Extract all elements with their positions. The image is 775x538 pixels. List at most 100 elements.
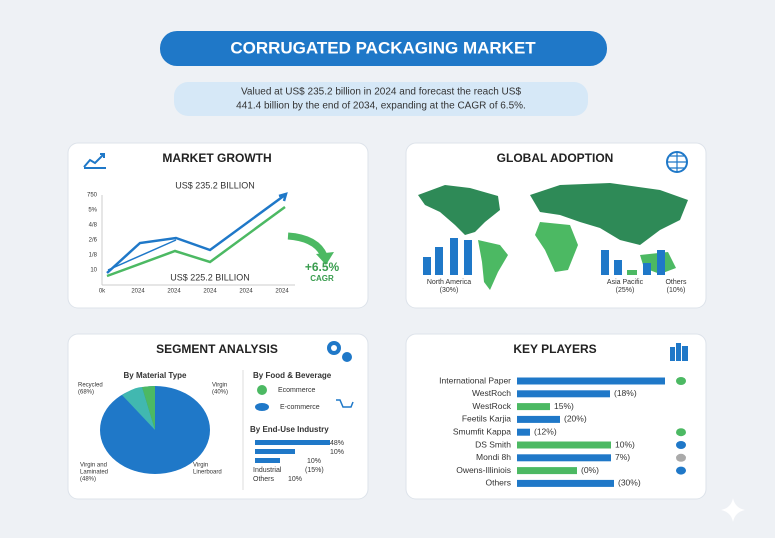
label: Linerboard: [193, 470, 222, 476]
player-label: (20%): [564, 414, 587, 424]
bar: [255, 449, 295, 454]
region-name: Others: [665, 279, 687, 286]
badge: [676, 428, 686, 437]
label: (48%): [80, 477, 96, 483]
icon: [336, 399, 354, 408]
player-label: 7%): [615, 452, 630, 462]
bar: [517, 390, 610, 398]
icon: [255, 403, 269, 411]
bar: [517, 403, 550, 411]
cagr-value: +6.5%: [305, 260, 340, 274]
x-label: 2024: [275, 289, 289, 295]
player-name: Owens-Illiniois: [456, 465, 511, 475]
label: Recycled: [78, 383, 103, 389]
player-name: WestRoch: [472, 388, 511, 398]
y-label: 10: [90, 268, 97, 274]
icon: [670, 343, 688, 361]
bar: [517, 467, 577, 475]
card-title: SEGMENT ANALYSIS: [156, 342, 278, 356]
x-label: 2024: [167, 289, 181, 295]
subtitle: By Material Type: [124, 371, 188, 380]
map: [478, 240, 508, 290]
icon: [331, 345, 337, 351]
line: [106, 205, 286, 278]
row-label: (15%): [305, 467, 324, 474]
label: US$ 235.2 BILLION: [175, 180, 255, 190]
card-title: KEY PLAYERS: [513, 342, 596, 356]
cagr-label: CAGR: [310, 274, 334, 283]
player-name: Mondi 8h: [476, 452, 511, 462]
player-label: (18%): [614, 388, 637, 398]
subtitle: By End-Use Industry: [250, 425, 329, 434]
region-share: (10%): [667, 287, 686, 294]
icon: [667, 152, 687, 172]
row-label: 10%: [288, 476, 302, 483]
map: [418, 185, 500, 235]
line: [107, 239, 177, 271]
arrow: [278, 192, 288, 202]
region-name: North America: [427, 279, 471, 286]
subtitle-box: [174, 82, 588, 116]
badge: [676, 441, 686, 449]
y-label: 5%: [88, 208, 97, 214]
label: (68%): [78, 390, 94, 396]
player-label: (0%): [581, 465, 599, 475]
bar: [517, 428, 530, 436]
bar: [517, 415, 560, 423]
region-share: (30%): [440, 287, 459, 294]
card: [67, 142, 369, 309]
row-label: 48%: [330, 440, 344, 447]
bar: [517, 479, 614, 487]
y-label: 4/8: [89, 223, 98, 229]
line: [106, 193, 286, 274]
card-title: MARKET GROWTH: [162, 151, 271, 165]
x-label: 2024: [203, 289, 217, 295]
y-label: 1/8: [89, 253, 98, 259]
card-title: GLOBAL ADOPTION: [497, 151, 614, 165]
y-label: 750: [87, 193, 98, 199]
label: Virgin and: [80, 463, 107, 469]
badge: [676, 466, 686, 475]
icon: [257, 385, 267, 395]
label: E-commerce: [280, 404, 320, 411]
bar: [627, 270, 637, 275]
y-label: 2/6: [89, 238, 98, 244]
x-label: 2024: [131, 289, 145, 295]
row-label: 10%: [330, 449, 344, 456]
player-name: Feetils Karjia: [462, 414, 511, 424]
row-name: Others: [253, 476, 275, 483]
label: US$ 225.2 BILLION: [170, 272, 250, 282]
arrow: [316, 252, 334, 265]
bar: [517, 441, 611, 449]
player-label: (12%): [534, 426, 557, 436]
player-name: DS Smith: [475, 439, 511, 449]
x-label: 0k: [99, 289, 106, 295]
sparkle: [721, 498, 745, 522]
icon: [83, 153, 106, 169]
player-name: International Paper: [439, 375, 511, 385]
subtitle: 441.4 billion by the end of 2034, expand…: [236, 101, 526, 112]
player-label: 10%): [615, 439, 635, 449]
title-pill: [160, 31, 607, 66]
label: Laminated: [80, 470, 108, 476]
player-label: 15%): [554, 401, 574, 411]
subtitle: Valued at US$ 235.2 billion in 2024 and …: [241, 87, 521, 98]
player-name: Others: [485, 478, 511, 488]
row-label: 10%: [307, 458, 321, 465]
player-label: (30%): [618, 478, 641, 488]
bars: [423, 238, 665, 275]
bar: [517, 377, 665, 385]
subtitle: By Food & Beverage: [253, 371, 332, 380]
title: CORRUGATED PACKAGING MARKET: [230, 38, 536, 57]
row-name: Industrial: [253, 467, 282, 474]
map: [535, 222, 578, 272]
region-share: (25%): [616, 287, 635, 294]
label: Virgin: [212, 383, 227, 389]
bar: [517, 454, 611, 462]
badge: [676, 377, 686, 385]
label: Ecommerce: [278, 387, 315, 394]
label: Virgin: [193, 463, 208, 469]
player-name: Smumfit Kappa: [453, 426, 511, 436]
badge: [676, 453, 686, 462]
